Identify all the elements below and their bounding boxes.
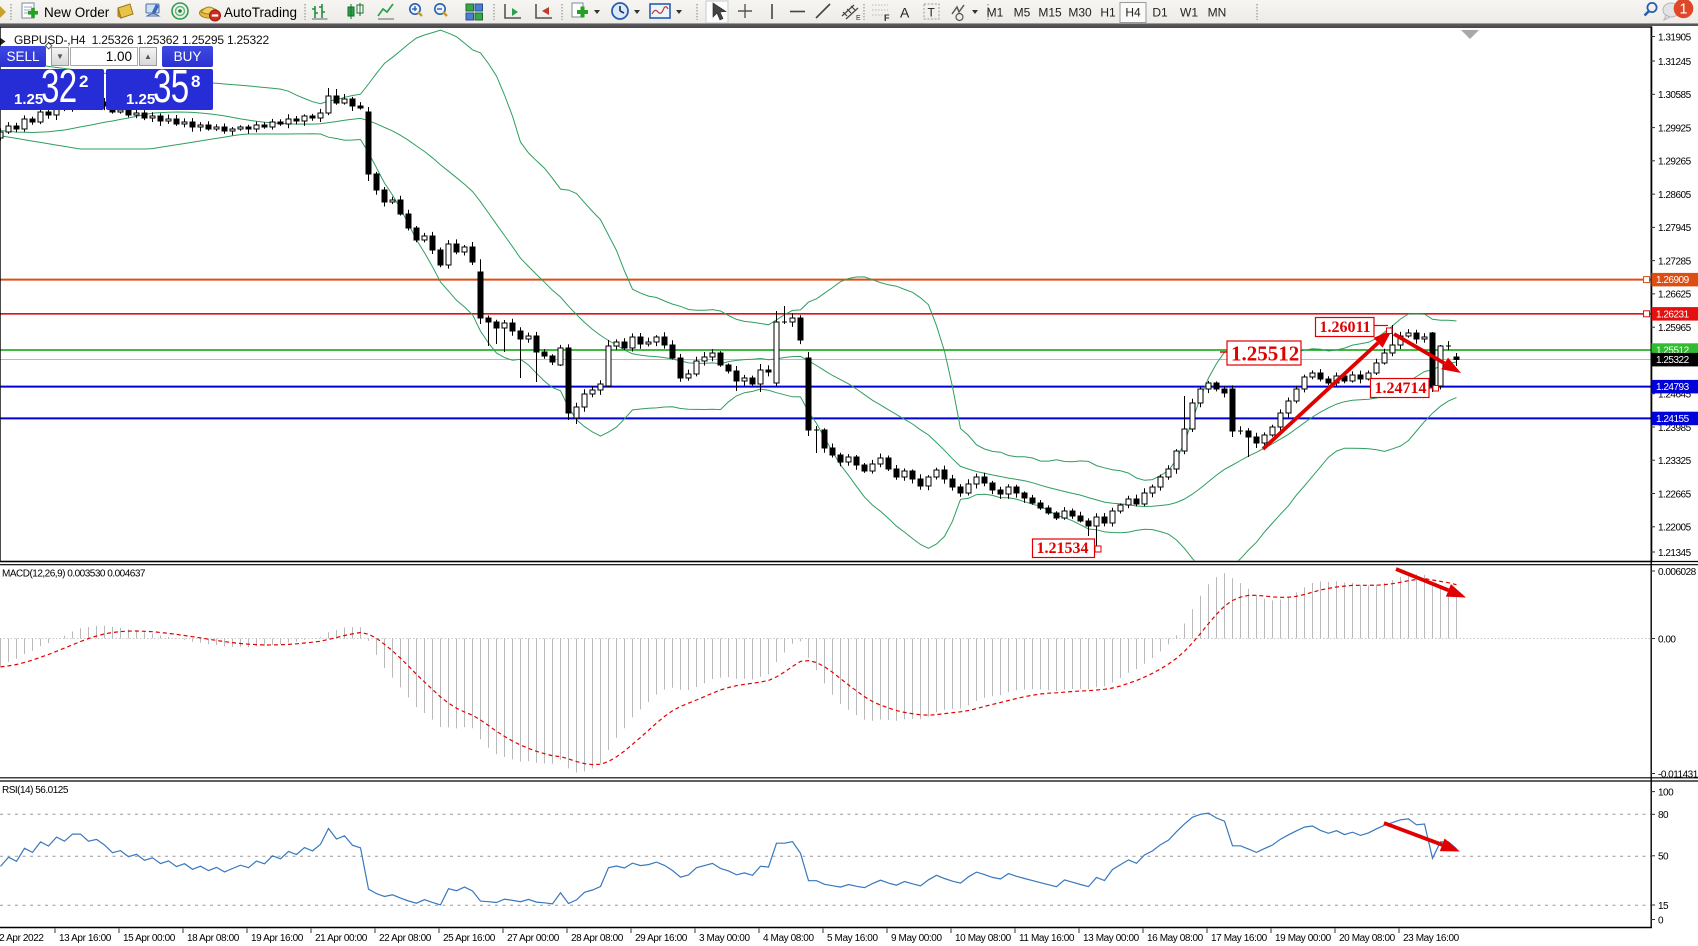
svg-text:1.26625: 1.26625 <box>1658 290 1692 301</box>
svg-text:50: 50 <box>1658 852 1669 863</box>
svg-text:27 Apr 00:00: 27 Apr 00:00 <box>507 933 560 944</box>
svg-text:MN: MN <box>1208 6 1227 20</box>
svg-text:10 May 08:00: 10 May 08:00 <box>955 933 1012 944</box>
svg-text:1.25512: 1.25512 <box>1656 346 1690 357</box>
svg-text:15: 15 <box>1658 901 1669 912</box>
svg-text:-0.011431: -0.011431 <box>1658 769 1698 780</box>
svg-text:1.29265: 1.29265 <box>1658 157 1692 168</box>
svg-text:W1: W1 <box>1180 6 1198 20</box>
svg-text:1.22005: 1.22005 <box>1658 523 1692 534</box>
svg-text:16 May 08:00: 16 May 08:00 <box>1147 933 1204 944</box>
svg-text:11 May 16:00: 11 May 16:00 <box>1019 933 1075 944</box>
svg-text:21 Apr 00:00: 21 Apr 00:00 <box>315 933 368 944</box>
svg-text:1.31905: 1.31905 <box>1658 32 1692 43</box>
svg-text:M30: M30 <box>1068 6 1092 20</box>
svg-text:18 Apr 08:00: 18 Apr 08:00 <box>187 933 240 944</box>
svg-text:H4: H4 <box>1125 6 1141 20</box>
svg-text:A: A <box>900 5 910 21</box>
svg-text:15 Apr 00:00: 15 Apr 00:00 <box>123 933 176 944</box>
svg-text:20 May 08:00: 20 May 08:00 <box>1339 933 1396 944</box>
svg-text:1.24645: 1.24645 <box>1658 390 1692 401</box>
svg-text:M15: M15 <box>1038 6 1062 20</box>
svg-text:19 Apr 16:00: 19 Apr 16:00 <box>251 933 304 944</box>
svg-text:1.21534: 1.21534 <box>1037 540 1089 557</box>
svg-text:1.28605: 1.28605 <box>1658 190 1692 201</box>
svg-text:F: F <box>884 13 890 23</box>
svg-text:1.25512: 1.25512 <box>1231 342 1299 366</box>
svg-text:1.25322: 1.25322 <box>1656 355 1690 366</box>
svg-text:D1: D1 <box>1152 6 1168 20</box>
svg-text:1.26231: 1.26231 <box>1656 309 1690 320</box>
svg-text:29 Apr 16:00: 29 Apr 16:00 <box>635 933 688 944</box>
svg-text:1.25965: 1.25965 <box>1658 323 1692 334</box>
svg-text:1.29925: 1.29925 <box>1658 123 1692 134</box>
svg-text:AutoTrading: AutoTrading <box>224 5 297 20</box>
svg-text:17 May 16:00: 17 May 16:00 <box>1211 933 1268 944</box>
svg-text:1.21345: 1.21345 <box>1658 548 1692 559</box>
svg-text:23 May 16:00: 23 May 16:00 <box>1403 933 1460 944</box>
svg-text:100: 100 <box>1658 787 1674 798</box>
svg-text:M1: M1 <box>987 6 1004 20</box>
svg-text:1.23325: 1.23325 <box>1658 456 1692 467</box>
svg-text:3 May 00:00: 3 May 00:00 <box>699 933 750 944</box>
svg-text:1.27945: 1.27945 <box>1658 223 1692 234</box>
svg-text:1.23985: 1.23985 <box>1658 423 1692 434</box>
svg-text:9 May 00:00: 9 May 00:00 <box>891 933 942 944</box>
svg-text:New Order: New Order <box>44 5 110 20</box>
svg-text:28 Apr 08:00: 28 Apr 08:00 <box>571 933 624 944</box>
svg-text:1.26011: 1.26011 <box>1320 319 1371 336</box>
svg-text:13 May 00:00: 13 May 00:00 <box>1083 933 1140 944</box>
svg-text:0.00: 0.00 <box>1658 634 1676 645</box>
svg-text:22 Apr 08:00: 22 Apr 08:00 <box>379 933 432 944</box>
svg-text:1.26909: 1.26909 <box>1656 275 1690 286</box>
svg-text:RSI(14) 56.0125: RSI(14) 56.0125 <box>2 785 69 796</box>
svg-text:1: 1 <box>1679 2 1687 18</box>
svg-text:1.24714: 1.24714 <box>1375 380 1427 397</box>
svg-text:0: 0 <box>1658 915 1664 926</box>
svg-text:H1: H1 <box>1100 6 1116 20</box>
svg-text:0.006028: 0.006028 <box>1658 567 1697 578</box>
svg-text:19 May 00:00: 19 May 00:00 <box>1275 933 1332 944</box>
svg-text:25 Apr 16:00: 25 Apr 16:00 <box>443 933 496 944</box>
svg-text:5 May 16:00: 5 May 16:00 <box>827 933 878 944</box>
svg-text:1.31245: 1.31245 <box>1658 57 1692 68</box>
svg-text:M5: M5 <box>1014 6 1031 20</box>
svg-text:1.24155: 1.24155 <box>1656 414 1690 425</box>
svg-text:80: 80 <box>1658 810 1669 821</box>
svg-text:1.27285: 1.27285 <box>1658 256 1692 267</box>
svg-text:1.22665: 1.22665 <box>1658 489 1692 500</box>
svg-text:T: T <box>928 6 936 20</box>
svg-text:12 Apr 2022: 12 Apr 2022 <box>0 933 44 944</box>
svg-text:MACD(12,26,9) 0.003530 0.00463: MACD(12,26,9) 0.003530 0.004637 <box>2 569 146 580</box>
svg-text:1.24793: 1.24793 <box>1656 382 1690 393</box>
svg-text:E: E <box>856 15 861 22</box>
svg-text:1.30585: 1.30585 <box>1658 90 1692 101</box>
svg-text:4 May 08:00: 4 May 08:00 <box>763 933 814 944</box>
svg-text:13 Apr 16:00: 13 Apr 16:00 <box>59 933 112 944</box>
